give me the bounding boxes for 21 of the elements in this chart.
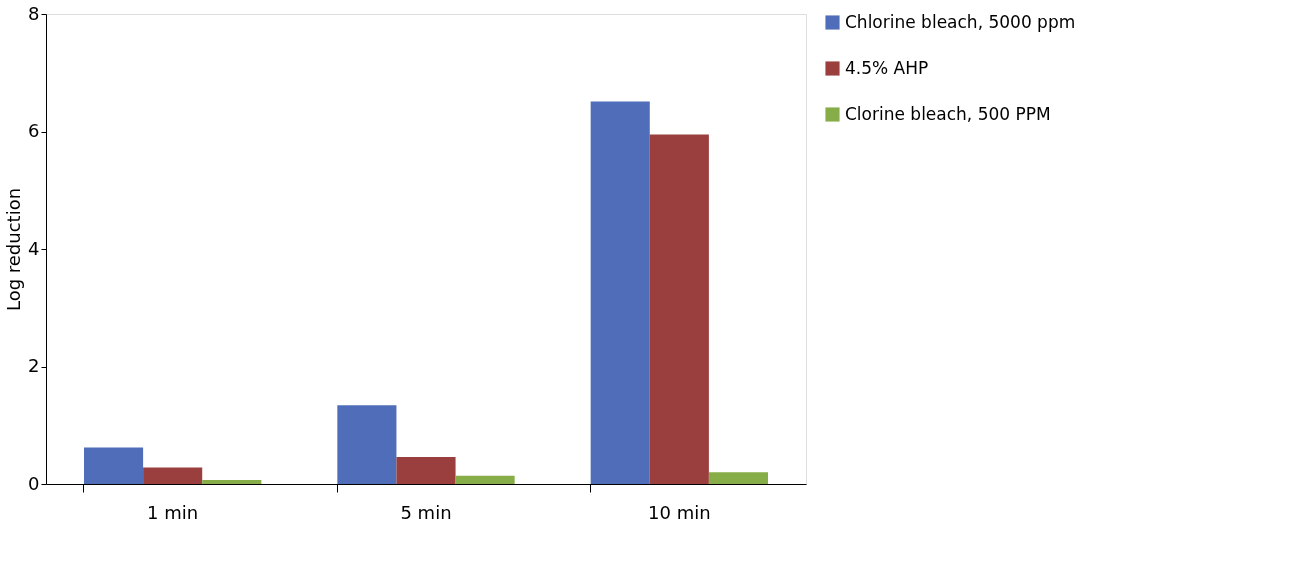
y-tick-label: 0	[28, 472, 40, 494]
legend-label: 4.5% AHP	[845, 57, 929, 78]
y-tick-label: 6	[28, 120, 40, 141]
bar	[84, 447, 144, 484]
x-tick-label: 10 min	[648, 501, 711, 523]
legend-label: Clorine bleach, 500 PPM	[845, 103, 1051, 124]
x-tick-label: 1 min	[147, 501, 199, 523]
x-tick-label: 5 min	[400, 501, 452, 523]
bar	[337, 405, 397, 484]
bar	[202, 479, 262, 484]
y-tick-label: 2	[28, 355, 40, 376]
bar	[455, 475, 515, 484]
bar	[396, 456, 456, 484]
legend-label: Chlorine bleach, 5000 ppm	[845, 11, 1076, 32]
bar	[649, 134, 709, 484]
y-axis-title: Log reduction	[3, 187, 25, 312]
bar	[590, 101, 650, 484]
y-tick-label: 8	[28, 2, 40, 24]
y-tick-label: 4	[28, 237, 40, 259]
bar	[143, 467, 203, 484]
bar	[708, 472, 768, 484]
